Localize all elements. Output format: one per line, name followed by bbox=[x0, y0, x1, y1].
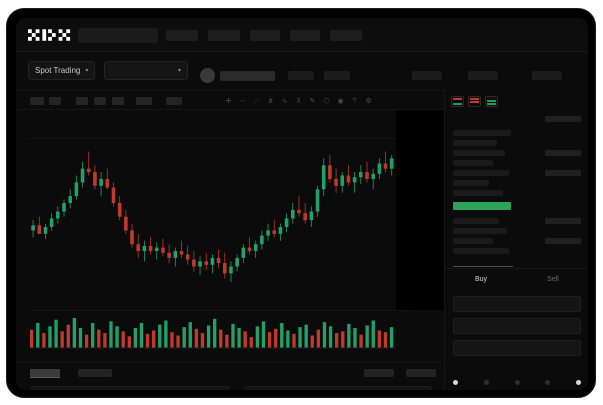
order-total-input[interactable] bbox=[453, 340, 581, 356]
ask-row[interactable] bbox=[453, 130, 511, 136]
order-price-input[interactable] bbox=[453, 296, 581, 312]
candlestick-series bbox=[31, 148, 400, 282]
order-book-header bbox=[545, 116, 581, 122]
order-side-tabs: Buy Sell bbox=[445, 268, 588, 290]
bid-size bbox=[545, 238, 581, 244]
spread-indicator bbox=[453, 202, 511, 210]
chart-overlay-shadow bbox=[396, 110, 444, 310]
trading-pair-select[interactable]: ▾ bbox=[104, 61, 188, 80]
nav-item-1[interactable] bbox=[166, 30, 198, 41]
ask-size bbox=[545, 150, 581, 156]
fork-icon[interactable]: ⋔ bbox=[267, 97, 274, 105]
stat-low bbox=[412, 71, 442, 80]
tab-positions[interactable] bbox=[364, 369, 394, 377]
orders-tabbar bbox=[16, 362, 441, 382]
wave-icon[interactable]: ∿ bbox=[281, 97, 288, 105]
timeframe-2[interactable] bbox=[49, 97, 61, 105]
nav-item-5[interactable] bbox=[330, 30, 362, 41]
chevron-down-icon: ▾ bbox=[85, 68, 89, 74]
slider-dot-0[interactable] bbox=[453, 379, 458, 385]
top-navigation-bar: OKX bbox=[16, 18, 588, 52]
tab-buy[interactable]: Buy bbox=[474, 276, 488, 283]
coin-avatar bbox=[200, 68, 215, 83]
trading-mode-label: Spot Trading bbox=[35, 66, 81, 75]
orders-panel-left[interactable] bbox=[30, 386, 230, 390]
nav-item-3[interactable] bbox=[250, 30, 280, 41]
timeframe-3[interactable] bbox=[76, 97, 88, 105]
stat-change bbox=[288, 71, 314, 80]
order-amount-input[interactable] bbox=[453, 318, 581, 334]
orderbook-both-view[interactable] bbox=[451, 96, 464, 107]
ask-row[interactable] bbox=[453, 170, 509, 176]
slider-dot-2[interactable] bbox=[514, 379, 520, 385]
tab-assets[interactable] bbox=[406, 369, 436, 377]
timeframe-4[interactable] bbox=[94, 97, 106, 105]
stat-volume-quote bbox=[532, 71, 562, 80]
nav-item-4[interactable] bbox=[290, 30, 320, 41]
order-book-view-tabs bbox=[451, 96, 498, 107]
orders-panel-right[interactable] bbox=[244, 386, 432, 390]
chart-gridline-top bbox=[28, 138, 431, 139]
bid-row[interactable] bbox=[453, 238, 493, 244]
device-screen: OKX Spot Trading ▾ ▾ bbox=[16, 18, 588, 390]
crosshair-icon[interactable]: ↔ bbox=[239, 97, 246, 104]
active-tab-indicator bbox=[30, 377, 60, 378]
trendline-icon[interactable]: ／ bbox=[253, 97, 260, 105]
stat-high bbox=[324, 71, 350, 80]
pair-price-label bbox=[220, 71, 275, 81]
timeframe-7[interactable] bbox=[166, 97, 182, 105]
ask-row[interactable] bbox=[453, 140, 497, 146]
ask-row[interactable] bbox=[453, 190, 503, 196]
volume-series bbox=[30, 318, 396, 349]
order-book-panel: Buy Sell bbox=[444, 90, 588, 390]
order-side-indicator bbox=[453, 266, 513, 267]
eraser-icon[interactable]: ⬡ bbox=[323, 97, 330, 105]
tab-order-history[interactable] bbox=[78, 369, 112, 377]
orderbook-asks-view[interactable] bbox=[468, 96, 481, 107]
amount-percent-slider[interactable] bbox=[453, 378, 581, 386]
eye-icon[interactable]: ◉ bbox=[337, 97, 344, 105]
stat-volume-base bbox=[468, 71, 498, 80]
ask-row[interactable] bbox=[453, 150, 505, 156]
bid-row[interactable] bbox=[453, 248, 509, 254]
trading-mode-select[interactable]: Spot Trading ▾ bbox=[28, 61, 96, 80]
ask-row[interactable] bbox=[453, 180, 489, 186]
ask-row[interactable] bbox=[453, 160, 493, 166]
timeframe-5[interactable] bbox=[112, 97, 124, 105]
device-frame: OKX Spot Trading ▾ ▾ bbox=[6, 8, 596, 398]
bid-row[interactable] bbox=[453, 228, 507, 234]
timeframe-6[interactable] bbox=[136, 97, 152, 105]
nav-item-2[interactable] bbox=[208, 30, 240, 41]
tab-sell[interactable]: Sell bbox=[547, 276, 559, 283]
slider-dot-3[interactable] bbox=[545, 379, 551, 385]
okx-logo[interactable]: OKX bbox=[28, 29, 72, 42]
settings-icon[interactable]: ⚙ bbox=[365, 97, 372, 105]
slider-dot-4[interactable] bbox=[576, 379, 581, 385]
chart-gridline-bottom bbox=[28, 310, 431, 311]
tab-open-orders[interactable] bbox=[30, 369, 60, 377]
magnet-icon[interactable]: ⊼ bbox=[295, 97, 302, 105]
bid-size bbox=[545, 218, 581, 224]
chevron-down-icon: ▾ bbox=[177, 68, 181, 74]
timeframe-1[interactable] bbox=[30, 97, 44, 105]
cursor-icon[interactable]: ✛ bbox=[225, 97, 232, 105]
lock-icon[interactable]: ⌾ bbox=[352, 96, 357, 104]
pencil-icon[interactable]: ✎ bbox=[309, 97, 316, 105]
search-input[interactable] bbox=[78, 28, 158, 43]
volume-chart bbox=[16, 314, 441, 362]
ask-size bbox=[545, 170, 581, 176]
orderbook-bids-view[interactable] bbox=[485, 96, 498, 107]
bid-row[interactable] bbox=[453, 218, 499, 224]
slider-dot-1[interactable] bbox=[483, 379, 489, 385]
